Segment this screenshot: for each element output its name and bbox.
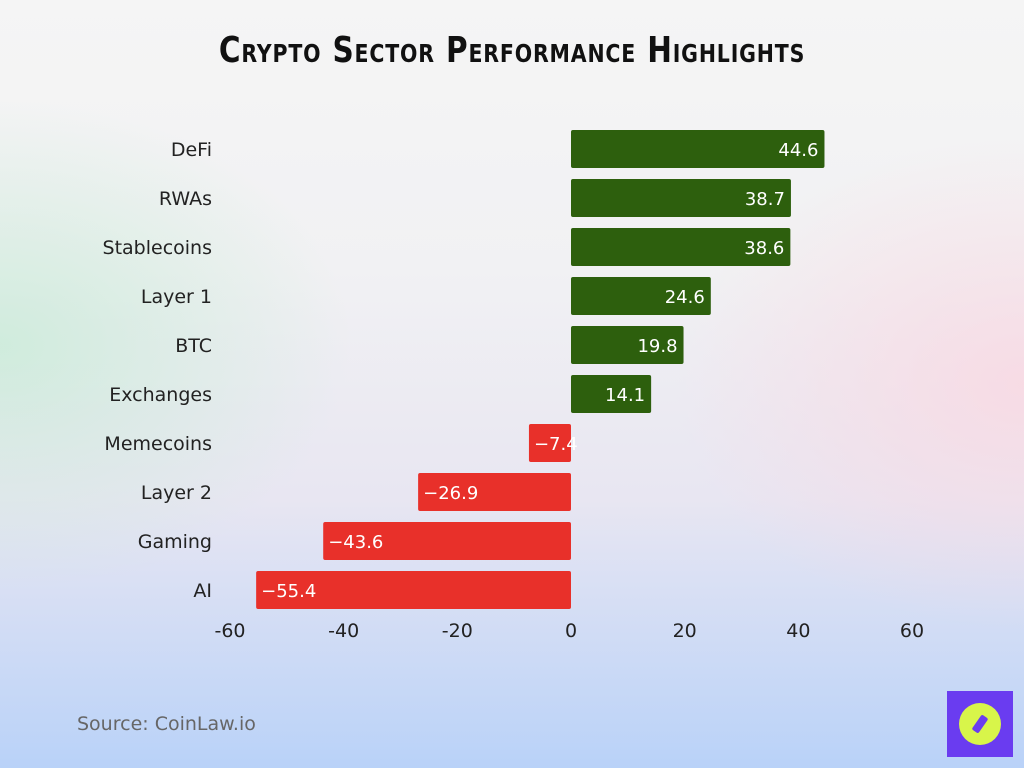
bar xyxy=(256,571,571,609)
data-label: 38.6 xyxy=(744,238,784,259)
bar xyxy=(418,473,571,511)
data-label: −43.6 xyxy=(328,532,383,553)
data-label: 24.6 xyxy=(665,287,705,308)
data-label: 14.1 xyxy=(605,385,645,406)
bar xyxy=(571,228,791,266)
compass-icon xyxy=(959,703,1001,745)
x-tick-label: -60 xyxy=(214,620,245,642)
bar xyxy=(528,424,571,462)
category-label: BTC xyxy=(175,335,212,357)
x-tick-label: -40 xyxy=(328,620,359,642)
x-tick-label: 40 xyxy=(786,620,810,642)
data-label: 38.7 xyxy=(745,189,785,210)
bar xyxy=(571,326,684,364)
x-tick-label: 60 xyxy=(900,620,924,642)
x-tick-label: -20 xyxy=(442,620,473,642)
bar xyxy=(571,375,652,413)
bar xyxy=(571,130,825,168)
data-label: −26.9 xyxy=(423,483,478,504)
data-label: −7.4 xyxy=(534,434,578,455)
category-label: RWAs xyxy=(159,188,212,210)
data-label: 44.6 xyxy=(778,140,818,161)
bar xyxy=(323,522,571,560)
category-label: Layer 1 xyxy=(141,286,212,308)
category-label: AI xyxy=(193,580,212,602)
category-label: Gaming xyxy=(138,531,212,553)
chart-title: Crypto Sector Performance Highlights xyxy=(218,30,806,71)
category-label: Memecoins xyxy=(104,433,212,455)
category-label: Layer 2 xyxy=(141,482,212,504)
data-label: −55.4 xyxy=(261,581,316,602)
category-label: DeFi xyxy=(171,139,212,161)
bar xyxy=(571,179,791,217)
logo xyxy=(947,691,1013,757)
source-label: Source: CoinLaw.io xyxy=(77,713,256,735)
category-label: Exchanges xyxy=(109,384,212,406)
x-tick-label: 0 xyxy=(565,620,577,642)
category-label: Stablecoins xyxy=(103,237,212,259)
bar xyxy=(571,277,711,315)
x-tick-label: 20 xyxy=(673,620,697,642)
data-label: 19.8 xyxy=(637,336,677,357)
